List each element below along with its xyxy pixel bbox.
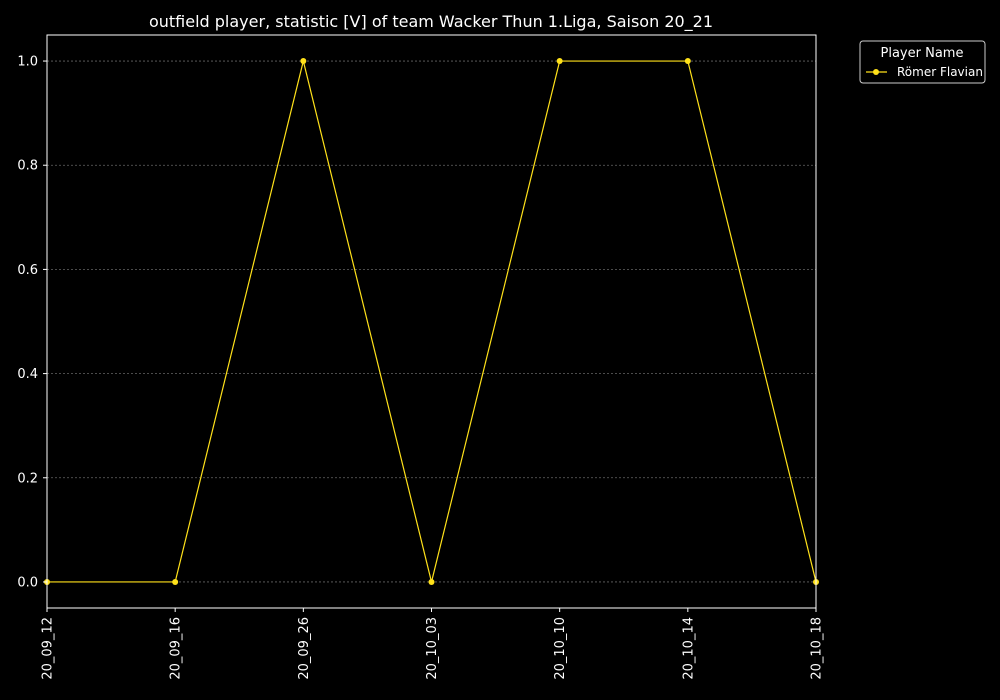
grid-lines [47,60,816,583]
x-tick-label: 20_09_12 [41,617,56,680]
y-tick-label: 0.6 [17,263,38,278]
legend-title: Player Name [881,46,964,61]
x-tick-label: 20_09_16 [169,617,184,680]
series-lines [47,60,817,583]
data-point [172,578,179,585]
legend: Player Name Römer Flavian [859,40,986,84]
y-tick-label: 0.2 [17,471,38,486]
x-tick-label: 20_10_10 [553,617,568,680]
data-point [300,58,307,65]
x-tick-label: 20_10_18 [810,617,825,680]
y-tick-label: 1.0 [17,55,38,70]
series-line [47,60,817,583]
data-point [556,58,563,65]
y-tick-label: 0.8 [17,159,38,174]
legend-series-label: Römer Flavian [897,65,983,79]
x-tick-label: 20_10_03 [425,617,440,680]
series-points [44,58,819,585]
y-tick-label: 0.4 [17,367,38,382]
x-tick-label: 20_09_26 [297,617,312,680]
legend-frame [859,40,986,84]
y-axis-ticks: 0.0 0.2 0.4 0.6 0.8 1.0 [17,55,47,590]
data-point [684,58,691,65]
chart-title: outfield player, statistic [V] of team W… [149,12,713,32]
x-axis-ticks: 20_09_12 20_09_16 20_09_26 20_10_03 20_10_10… [41,608,825,680]
y-tick-label: 0.0 [17,575,38,590]
plot-area-frame [46,34,817,609]
data-point [428,578,435,585]
x-tick-label: 20_10_14 [681,617,696,680]
legend-series-marker [873,69,879,75]
